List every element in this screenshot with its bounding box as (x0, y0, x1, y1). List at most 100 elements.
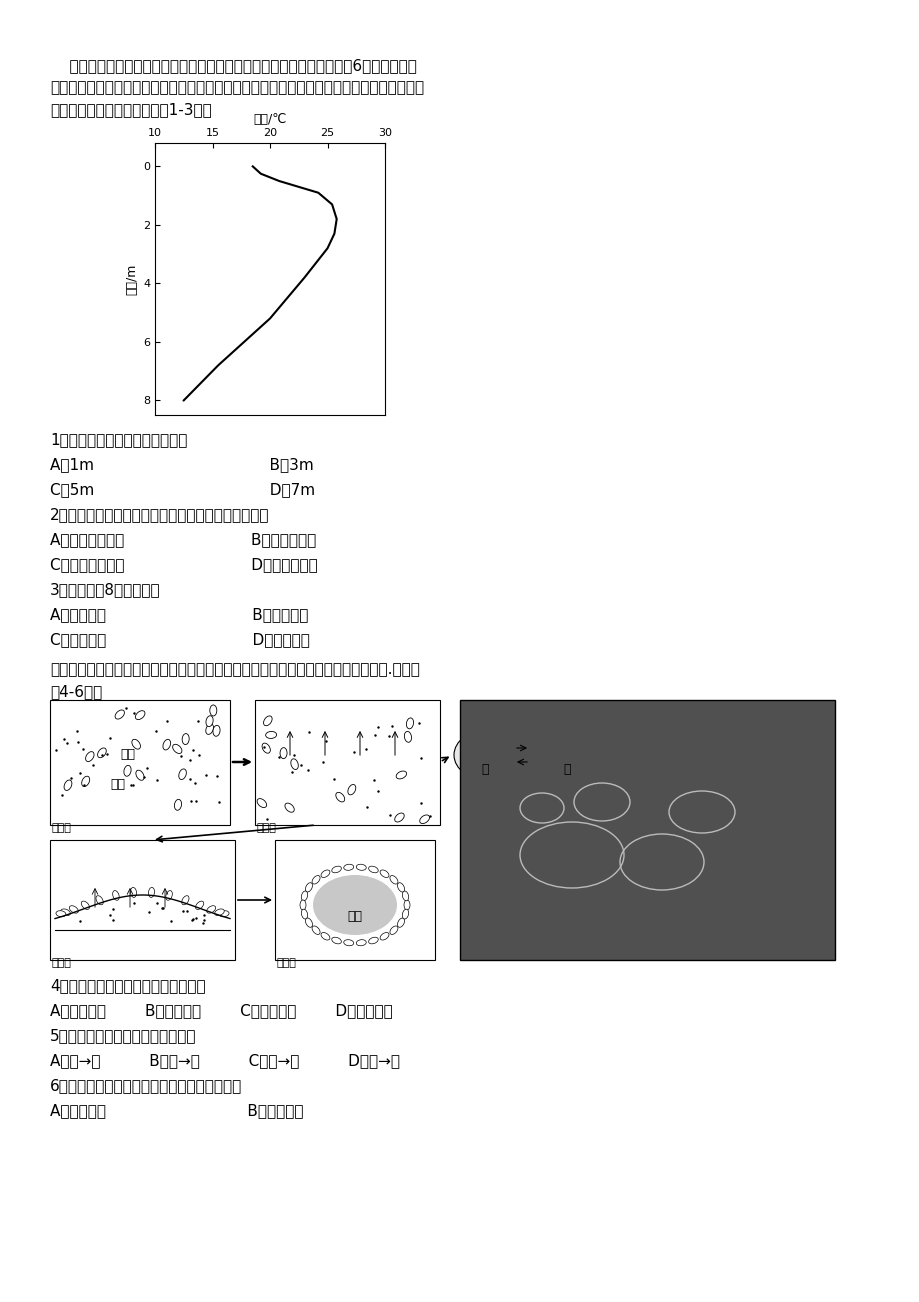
Ellipse shape (285, 803, 294, 812)
Ellipse shape (266, 732, 277, 738)
Ellipse shape (279, 747, 287, 759)
Text: 2．该月份混合层水温低于相对高温层，原因最可能是: 2．该月份混合层水温低于相对高温层，原因最可能是 (50, 506, 269, 522)
Text: C．5m                                    D．7m: C．5m D．7m (50, 482, 315, 497)
Ellipse shape (397, 918, 404, 927)
Ellipse shape (402, 909, 408, 919)
Bar (255, 700, 439, 825)
Text: 沙土: 沙土 (347, 910, 362, 923)
Ellipse shape (300, 900, 306, 910)
Text: 俯视图: 俯视图 (277, 958, 297, 967)
Ellipse shape (402, 891, 408, 901)
Text: 5．砾石上升幅度最大的时段可能是: 5．砾石上升幅度最大的时段可能是 (50, 1029, 197, 1043)
Ellipse shape (301, 891, 307, 901)
Ellipse shape (369, 937, 378, 944)
Text: 6．下列四个地形区中，最可能有石环景观的是: 6．下列四个地形区中，最可能有石环景观的是 (50, 1078, 242, 1092)
Ellipse shape (69, 906, 78, 913)
Text: 沙土: 沙土 (110, 779, 125, 792)
Ellipse shape (82, 776, 89, 786)
Ellipse shape (182, 733, 189, 745)
Ellipse shape (332, 937, 341, 944)
Ellipse shape (344, 940, 353, 945)
Text: 水: 水 (562, 763, 570, 776)
Text: 度的变化，湖水自上而下分为混合层、相对高温层（水温最高且变化相对较小）和温跃层（水: 度的变化，湖水自上而下分为混合层、相对高温层（水温最高且变化相对较小）和温跃层（… (50, 79, 424, 95)
Ellipse shape (97, 747, 107, 758)
Text: A．1m                                    B．3m: A．1m B．3m (50, 457, 313, 473)
Ellipse shape (390, 875, 398, 884)
Ellipse shape (182, 896, 188, 905)
Text: 石环是一种特殊的地表形态，下左图为石环形成过程示意图，右图为某地石环景观图.据此完: 石环是一种特殊的地表形态，下左图为石环形成过程示意图，右图为某地石环景观图.据此… (50, 661, 419, 677)
X-axis label: 水温/℃: 水温/℃ (253, 112, 287, 125)
Ellipse shape (312, 875, 320, 884)
Y-axis label: 水深/m: 水深/m (126, 263, 139, 294)
Ellipse shape (64, 780, 72, 790)
Text: A．厚度增大                              B．厚度减小: A．厚度增大 B．厚度减小 (50, 607, 308, 622)
Text: 4．石环形成过程中的主要外力作用是: 4．石环形成过程中的主要外力作用是 (50, 978, 206, 993)
Ellipse shape (369, 866, 378, 872)
Ellipse shape (312, 875, 397, 935)
Text: 剖面图: 剖面图 (256, 823, 277, 833)
Bar (50, 700, 230, 825)
Ellipse shape (403, 900, 410, 910)
Bar (460, 700, 834, 960)
Text: 成4-6题。: 成4-6题。 (50, 684, 102, 699)
Text: A．冬→春          B．春→夏          C．夏→秋          D．秋→冬: A．冬→春 B．春→夏 C．夏→秋 D．秋→冬 (50, 1053, 400, 1068)
Ellipse shape (175, 799, 181, 810)
Ellipse shape (96, 896, 103, 905)
Ellipse shape (112, 891, 119, 900)
Ellipse shape (212, 725, 220, 736)
Ellipse shape (305, 918, 312, 927)
Ellipse shape (453, 729, 526, 781)
Ellipse shape (214, 909, 224, 915)
Ellipse shape (115, 710, 124, 719)
Ellipse shape (321, 932, 330, 940)
Ellipse shape (210, 704, 217, 716)
Ellipse shape (56, 910, 66, 917)
Ellipse shape (207, 906, 215, 913)
Ellipse shape (321, 870, 330, 878)
Ellipse shape (196, 901, 203, 909)
Ellipse shape (396, 771, 406, 779)
Text: 1．该月份混合层的深度最可能为: 1．该月份混合层的深度最可能为 (50, 432, 187, 447)
Ellipse shape (165, 891, 172, 900)
Bar (275, 840, 435, 960)
Ellipse shape (397, 883, 404, 892)
Ellipse shape (419, 815, 429, 824)
Text: 砾石: 砾石 (119, 749, 135, 760)
Ellipse shape (256, 798, 267, 807)
Ellipse shape (356, 940, 366, 945)
Ellipse shape (380, 932, 389, 940)
Text: 剖面图: 剖面图 (52, 823, 72, 833)
Ellipse shape (173, 745, 182, 754)
Text: 冰: 冰 (481, 763, 488, 776)
Ellipse shape (61, 909, 70, 915)
Text: C．湖岸泉水汇入                          D．太阳辐射弱: C．湖岸泉水汇入 D．太阳辐射弱 (50, 557, 317, 572)
Ellipse shape (85, 751, 94, 762)
Ellipse shape (131, 740, 141, 749)
Text: A．华北平原                             B．四川盆地: A．华北平原 B．四川盆地 (50, 1103, 303, 1118)
Ellipse shape (543, 723, 596, 788)
Ellipse shape (347, 785, 356, 794)
Text: A．冻融作用        B．流水搬运        C．冰川沉积        D．风力沉积: A．冻融作用 B．流水搬运 C．冰川沉积 D．风力沉积 (50, 1003, 392, 1018)
Ellipse shape (178, 769, 187, 780)
Ellipse shape (406, 717, 414, 729)
Ellipse shape (380, 870, 389, 878)
Ellipse shape (332, 866, 341, 872)
Ellipse shape (219, 910, 229, 917)
Ellipse shape (263, 716, 272, 725)
Ellipse shape (305, 883, 312, 892)
Ellipse shape (135, 711, 145, 720)
Ellipse shape (290, 759, 298, 769)
Ellipse shape (344, 865, 353, 870)
Ellipse shape (206, 716, 213, 727)
Ellipse shape (262, 743, 270, 753)
Ellipse shape (404, 732, 411, 742)
Ellipse shape (356, 865, 366, 870)
Bar (50, 840, 234, 960)
Ellipse shape (81, 901, 89, 909)
Ellipse shape (312, 926, 320, 935)
Ellipse shape (335, 793, 345, 802)
Ellipse shape (390, 926, 398, 935)
Text: 3．推测该湖8月份混合层: 3．推测该湖8月份混合层 (50, 582, 161, 598)
Text: 剖面图: 剖面图 (52, 958, 72, 967)
Ellipse shape (301, 909, 307, 919)
